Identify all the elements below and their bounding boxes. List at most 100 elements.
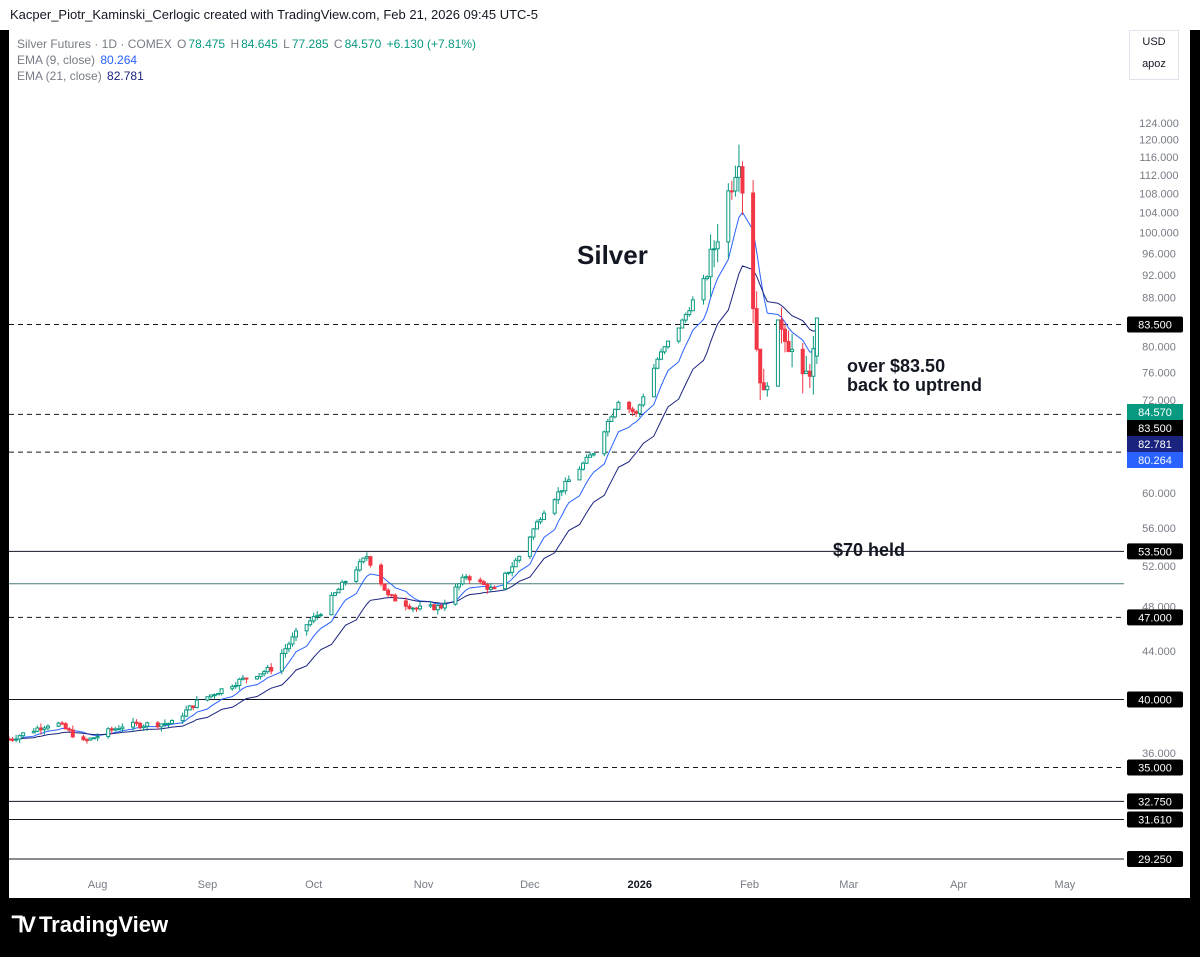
candle-body	[138, 722, 143, 729]
candle-body	[690, 299, 695, 312]
candle-body	[765, 385, 770, 391]
candle-body	[418, 605, 423, 610]
x-tick-label: Feb	[740, 879, 759, 891]
level-badge	[1127, 851, 1183, 867]
candle-body	[467, 576, 472, 581]
currency-selector[interactable]: USD apoz	[1129, 30, 1179, 80]
x-tick-label: 2026	[627, 879, 651, 891]
candle-body	[403, 600, 408, 607]
candle-body	[637, 404, 642, 414]
y-tick-label: 104.000	[1139, 208, 1179, 220]
candle-body	[591, 453, 596, 456]
price-badge-label: 82.781	[1138, 439, 1172, 451]
level-badge-label: 47.000	[1138, 612, 1172, 624]
attribution-bar: Kacper_Piotr_Kaminski_Cerlogic created w…	[0, 0, 1200, 30]
candle-body	[807, 370, 812, 377]
candle-body	[88, 737, 93, 741]
candle-body	[120, 726, 125, 730]
candle-body	[754, 308, 759, 350]
candle-body	[531, 528, 536, 538]
candle-body	[389, 594, 394, 597]
candle-body	[269, 666, 274, 672]
candle-body	[180, 715, 185, 722]
candle-body	[428, 604, 433, 607]
candle-body	[687, 310, 692, 316]
candle-body	[212, 694, 217, 697]
candle-body	[602, 431, 607, 455]
candle-body	[435, 605, 440, 611]
candle-body	[255, 676, 260, 680]
candle-body	[605, 420, 610, 433]
currency-label: USD	[1142, 36, 1166, 48]
level-badge	[1127, 811, 1183, 828]
candle-body	[439, 605, 444, 609]
candle-body	[726, 190, 731, 243]
candle-body	[191, 705, 196, 709]
price-badge	[1127, 452, 1183, 468]
ema21-row[interactable]: EMA (21, close) 82.781	[17, 68, 478, 84]
candle-body	[588, 454, 593, 458]
chart-frame: 36.00040.00044.00048.00052.00056.00060.0…	[9, 30, 1190, 898]
price-badge	[1127, 420, 1183, 436]
candle-body	[81, 736, 86, 741]
candle-body	[432, 604, 437, 611]
candle-body	[552, 499, 557, 514]
candle-body	[457, 583, 462, 588]
candle-body	[733, 176, 738, 192]
tradingview-logo[interactable]: ꞀV TradingView	[12, 912, 168, 938]
candle-body	[332, 592, 337, 596]
candle-body	[556, 491, 561, 501]
candle-body	[38, 727, 43, 731]
candle-body	[131, 721, 136, 728]
candle-body	[779, 319, 784, 330]
ema21-label: EMA (21, close)	[17, 69, 102, 83]
candle-body	[379, 564, 384, 585]
candle-body	[45, 725, 50, 729]
y-tick-label: 88.000	[1142, 293, 1176, 305]
candle-body	[492, 586, 497, 590]
candle-body	[194, 699, 199, 709]
candle-body	[800, 348, 805, 375]
level-badge-label: 31.610	[1138, 814, 1172, 826]
high-label: H	[230, 37, 240, 51]
candle-body	[109, 728, 114, 731]
candle-body	[407, 605, 412, 609]
candle-body	[155, 722, 160, 728]
candle-body	[410, 607, 415, 610]
candle-body	[481, 581, 486, 585]
candle-body	[336, 588, 341, 594]
candle-body	[609, 416, 614, 422]
candle-body	[705, 276, 710, 280]
candle-body	[318, 614, 323, 617]
low-value: 77.285	[291, 37, 329, 51]
level-badge	[1127, 543, 1183, 560]
candle-body	[658, 351, 663, 360]
y-tick-label: 60.000	[1142, 488, 1176, 500]
candle-body	[208, 694, 213, 698]
open-label: O	[177, 37, 187, 51]
candle-body	[184, 709, 189, 717]
candle-body	[42, 727, 47, 731]
change-value: +6.130 (+7.81%)	[386, 37, 477, 51]
x-tick-label: Oct	[305, 879, 322, 891]
candle-body	[286, 643, 291, 650]
x-tick-label: May	[1055, 879, 1076, 891]
annotation-over: over $83.50	[847, 356, 945, 376]
brand-name: TradingView	[38, 912, 169, 937]
symbol-name[interactable]: Silver Futures · 1D · COMEX	[17, 37, 172, 51]
ema9-row[interactable]: EMA (9, close) 80.264	[17, 52, 478, 68]
candle-body	[666, 340, 671, 348]
candle-body	[145, 722, 150, 727]
candle-body	[233, 685, 238, 688]
y-tick-label: 56.000	[1142, 523, 1176, 535]
candle-body	[329, 594, 334, 616]
ema21-line	[9, 265, 818, 740]
candle-body	[169, 720, 174, 724]
ema9-label: EMA (9, close)	[17, 53, 96, 67]
price-chart[interactable]: 36.00040.00044.00048.00052.00056.00060.0…	[9, 30, 1190, 898]
candle-body	[662, 346, 667, 353]
candle-body	[414, 607, 419, 610]
level-badge-label: 35.000	[1138, 763, 1172, 775]
price-badge-label: 84.570	[1138, 407, 1172, 419]
candle-body	[162, 723, 167, 726]
